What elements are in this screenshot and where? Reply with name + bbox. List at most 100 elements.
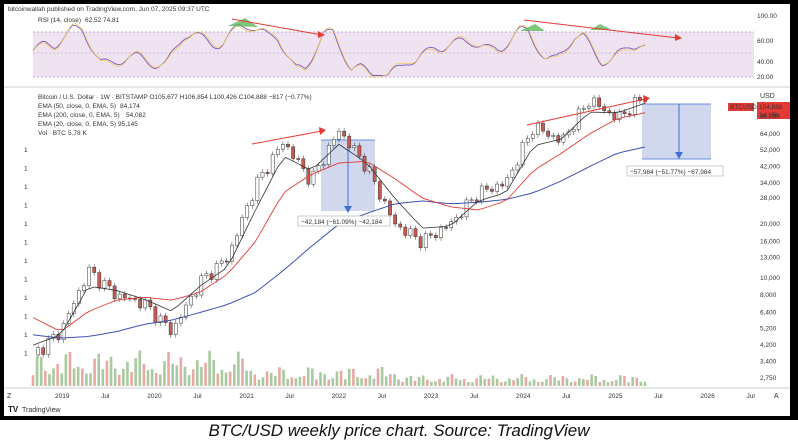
main-legend-ema20: EMA (20, close, 0, EMA, 5) — [38, 121, 116, 128]
time-tick: 2025 — [608, 393, 623, 400]
candle — [388, 200, 392, 216]
time-tick: Jul — [378, 393, 387, 400]
volume-bar — [253, 374, 257, 386]
candle — [41, 347, 46, 355]
volume-bar — [212, 359, 216, 386]
volume-bar — [261, 377, 265, 386]
volume-bar — [204, 362, 207, 386]
candle — [469, 199, 474, 202]
candle — [291, 146, 295, 159]
volume-bar — [623, 375, 626, 386]
price-tick: 16,000 — [760, 238, 780, 245]
time-tick: 2023 — [424, 393, 439, 400]
volume-bar — [109, 356, 113, 386]
volume-bar — [577, 378, 581, 386]
z-label: Z — [7, 393, 12, 400]
volume-bar — [405, 377, 409, 386]
volume-bar — [545, 379, 548, 386]
rsi-value-1: 62.52 — [85, 17, 102, 24]
price-tick: 13,000 — [760, 255, 780, 262]
price-tick: 5,200 — [760, 326, 777, 333]
volume-bar — [590, 374, 593, 386]
time-tick: 2021 — [239, 393, 254, 400]
candle — [275, 149, 280, 155]
time-tick: 2022 — [332, 393, 347, 400]
volume-bar — [208, 350, 211, 386]
volume-bar — [126, 361, 129, 386]
volume-bar — [232, 364, 236, 386]
a-label: A — [774, 393, 779, 400]
volume-bar — [327, 379, 331, 386]
volume-bar — [195, 360, 199, 386]
rsi-overbought-fill-2 — [520, 24, 545, 31]
candle — [311, 170, 316, 185]
volume-bar — [421, 375, 425, 386]
volume-bar — [458, 380, 462, 386]
currency-label: USD — [760, 93, 775, 100]
volume-bar — [163, 361, 166, 386]
main-legend-vol-value: 5.78 K — [68, 130, 87, 137]
candle — [270, 154, 275, 174]
left-tick: 1 — [24, 166, 28, 173]
candle — [214, 263, 219, 280]
rsi-label: RSI (14, close) — [38, 17, 81, 24]
volume-bar — [187, 375, 191, 386]
volume-bar — [138, 350, 142, 386]
volume-bar — [339, 370, 343, 386]
price-tick: 34,000 — [760, 180, 780, 187]
price-badge-text: 104,888 — [759, 104, 783, 111]
candle — [61, 323, 66, 341]
candle — [245, 205, 250, 218]
volume-bar — [499, 382, 503, 386]
volume-bar — [389, 374, 392, 386]
time-tick: 2020 — [147, 393, 162, 400]
volume-bar — [220, 369, 224, 386]
volume-bar — [72, 368, 76, 386]
volume-bar — [319, 372, 322, 386]
volume-bar — [105, 360, 109, 386]
main-legend-vol: Vol · BTC — [38, 130, 66, 137]
price-tick: 4,200 — [760, 342, 777, 349]
candle — [515, 164, 520, 171]
candle — [235, 235, 239, 246]
volume-bar — [549, 375, 552, 386]
caption: BTC/USD weekly price chart. Source: Trad… — [208, 421, 590, 440]
volume-bar — [265, 371, 269, 386]
volume-bar — [619, 375, 622, 386]
volume-bar — [130, 371, 133, 386]
candle — [265, 171, 270, 174]
volume-bar — [508, 378, 511, 386]
ticker-badge — [728, 103, 754, 111]
time-tick: Jul — [654, 393, 663, 400]
publisher-text: bitcoinwallah published on TradingView.c… — [8, 6, 210, 13]
volume-bar — [462, 379, 466, 386]
volume-bar — [376, 368, 380, 386]
price-badge — [757, 102, 790, 119]
left-tick: 1 — [24, 203, 28, 210]
candle — [337, 130, 341, 140]
rsi-axis-60: 60.00 — [757, 38, 774, 45]
volume-bar — [150, 368, 154, 386]
volume-bar — [582, 378, 585, 386]
price-axis: 80,000 64,000 52,000 42,000 34,000 28,000 20,0… — [760, 114, 780, 382]
candle — [439, 227, 443, 238]
volume-bars — [31, 350, 647, 386]
volume-bar — [397, 379, 400, 386]
rsi-axis-40: 40.00 — [757, 59, 774, 66]
candle — [434, 235, 438, 238]
volume-bar — [430, 381, 433, 386]
left-tick: 1 — [24, 147, 28, 154]
candle — [530, 134, 535, 139]
volume-bar — [249, 370, 252, 386]
volume-bar — [401, 381, 404, 386]
volume-bar — [471, 382, 474, 386]
volume-bar — [635, 377, 639, 386]
price-arrowhead-1 — [319, 127, 326, 135]
volume-bar — [117, 374, 121, 386]
volume-bar — [520, 374, 524, 386]
candle — [51, 333, 56, 339]
candle — [286, 144, 290, 148]
volume-bar — [85, 373, 88, 386]
candle — [546, 130, 550, 137]
drawdown-arrowhead-2021 — [344, 206, 352, 213]
